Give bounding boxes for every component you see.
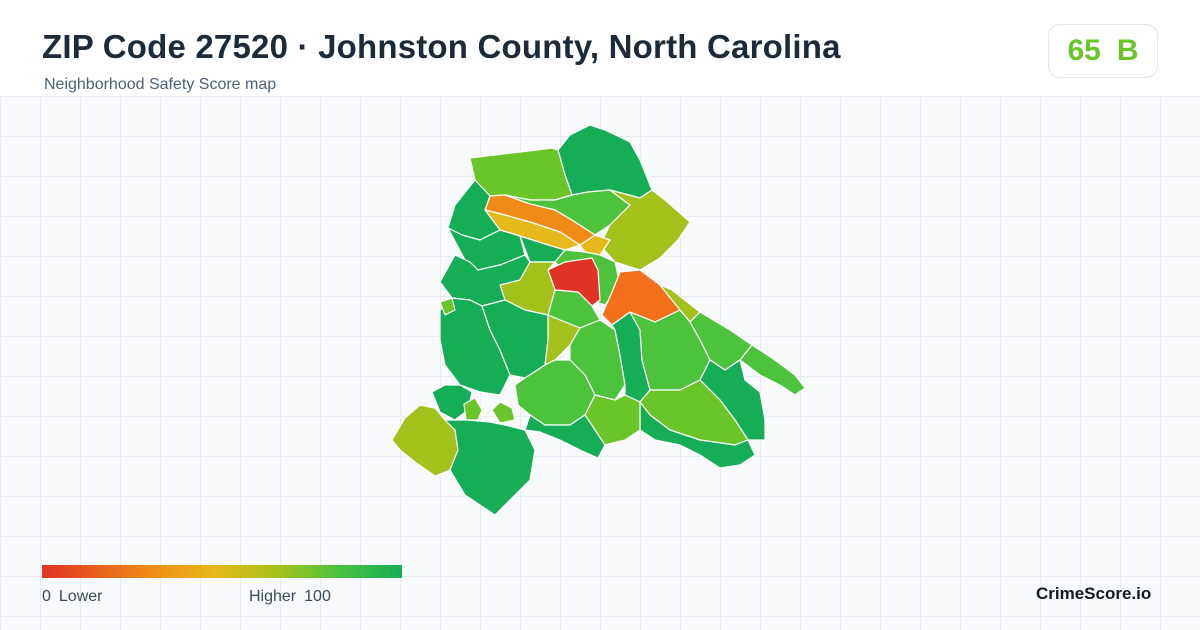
legend-high-label: Higher 100 xyxy=(249,588,339,606)
legend-max-value: 100 xyxy=(304,588,331,605)
map-region xyxy=(439,297,456,316)
legend-min-value: 0 xyxy=(42,588,51,605)
legend-max-text: Higher xyxy=(249,588,297,605)
legend-min-text: Lower xyxy=(58,588,103,605)
header-bar: ZIP Code 27520 · Johnston County, North … xyxy=(0,0,1200,97)
page-subtitle: Neighborhood Safety Score map xyxy=(44,76,277,93)
map-region xyxy=(544,314,581,366)
score-value: 65 xyxy=(1067,34,1101,67)
map-region xyxy=(557,124,653,199)
brand-logo-text[interactable]: CrimeScore.io xyxy=(1036,584,1152,603)
legend-gradient-bar xyxy=(42,565,402,578)
neighborhood-map xyxy=(391,124,806,516)
safety-score-badge: 65 B xyxy=(1048,24,1158,78)
map-region xyxy=(444,419,536,516)
map-region xyxy=(639,401,756,469)
map-region xyxy=(579,234,611,256)
map-region xyxy=(739,344,806,396)
map-region xyxy=(491,401,516,424)
score-grade: B xyxy=(1116,34,1139,67)
legend-low-label: 0 Lower xyxy=(42,588,110,606)
map-region xyxy=(524,414,606,459)
map-region xyxy=(463,397,483,421)
page-title: ZIP Code 27520 · Johnston County, North … xyxy=(42,28,841,65)
map-region xyxy=(599,189,691,271)
